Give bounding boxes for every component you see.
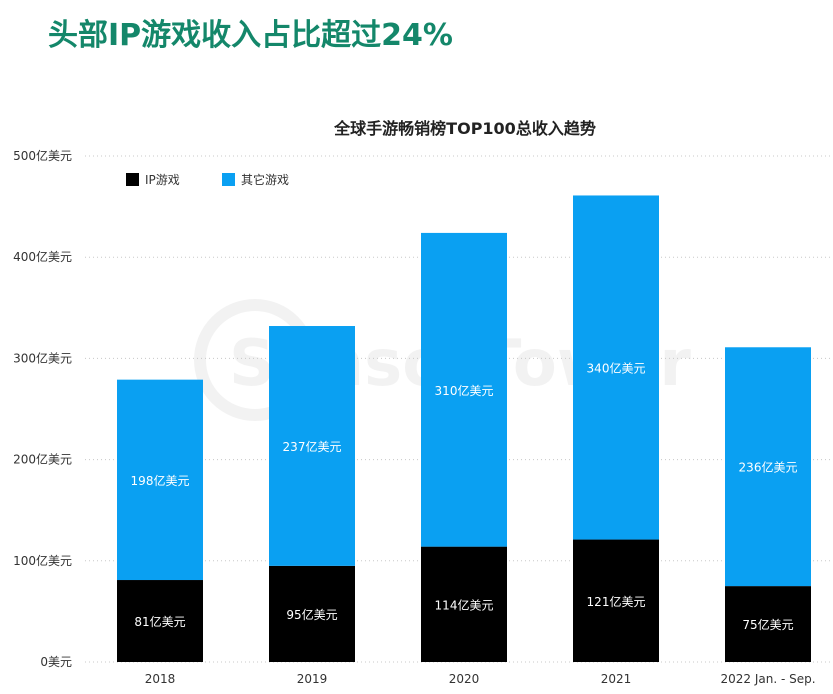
bar-segment [725, 586, 811, 662]
x-tick-label: 2022 Jan. - Sep. [720, 672, 815, 686]
y-tick-label: 0美元 [40, 655, 72, 669]
bar-segment [573, 195, 659, 540]
data-label: 237亿美元 [283, 439, 342, 454]
legend-label: IP游戏 [145, 173, 180, 187]
data-label: 114亿美元 [435, 597, 494, 612]
y-tick-label: 200亿美元 [13, 452, 72, 467]
page-title: 头部IP游戏收入占比超过24% [48, 18, 453, 53]
bar-segment [269, 565, 355, 662]
x-tick-label: 2018 [145, 672, 176, 686]
bar-segment [421, 232, 507, 547]
data-label: 198亿美元 [131, 473, 190, 488]
bar-segment [117, 580, 203, 662]
x-tick-label: 2019 [297, 672, 328, 686]
bar-segment [269, 326, 355, 566]
x-tick-label: 2021 [601, 672, 632, 686]
bar-segment [573, 539, 659, 662]
chart-title: 全球手游畅销榜TOP100总收入趋势 [333, 119, 596, 138]
y-tick-label: 300亿美元 [13, 350, 72, 365]
bar-segment [725, 347, 811, 587]
data-label: 81亿美元 [134, 614, 185, 629]
data-label: 310亿美元 [435, 383, 494, 398]
bar-segment [117, 379, 203, 581]
y-tick-label: 100亿美元 [13, 553, 72, 568]
y-tick-label: 400亿美元 [13, 249, 72, 264]
y-tick-label: 500亿美元 [13, 148, 72, 163]
data-label: 75亿美元 [742, 617, 793, 632]
data-label: 340亿美元 [587, 361, 646, 376]
data-label: 121亿美元 [587, 594, 646, 609]
x-tick-label: 2020 [449, 672, 480, 686]
legend-swatch [222, 173, 235, 186]
legend-label: 其它游戏 [241, 172, 289, 187]
data-label: 95亿美元 [286, 607, 337, 622]
legend-swatch [126, 173, 139, 186]
data-label: 236亿美元 [739, 460, 798, 475]
bar-segment [421, 546, 507, 662]
